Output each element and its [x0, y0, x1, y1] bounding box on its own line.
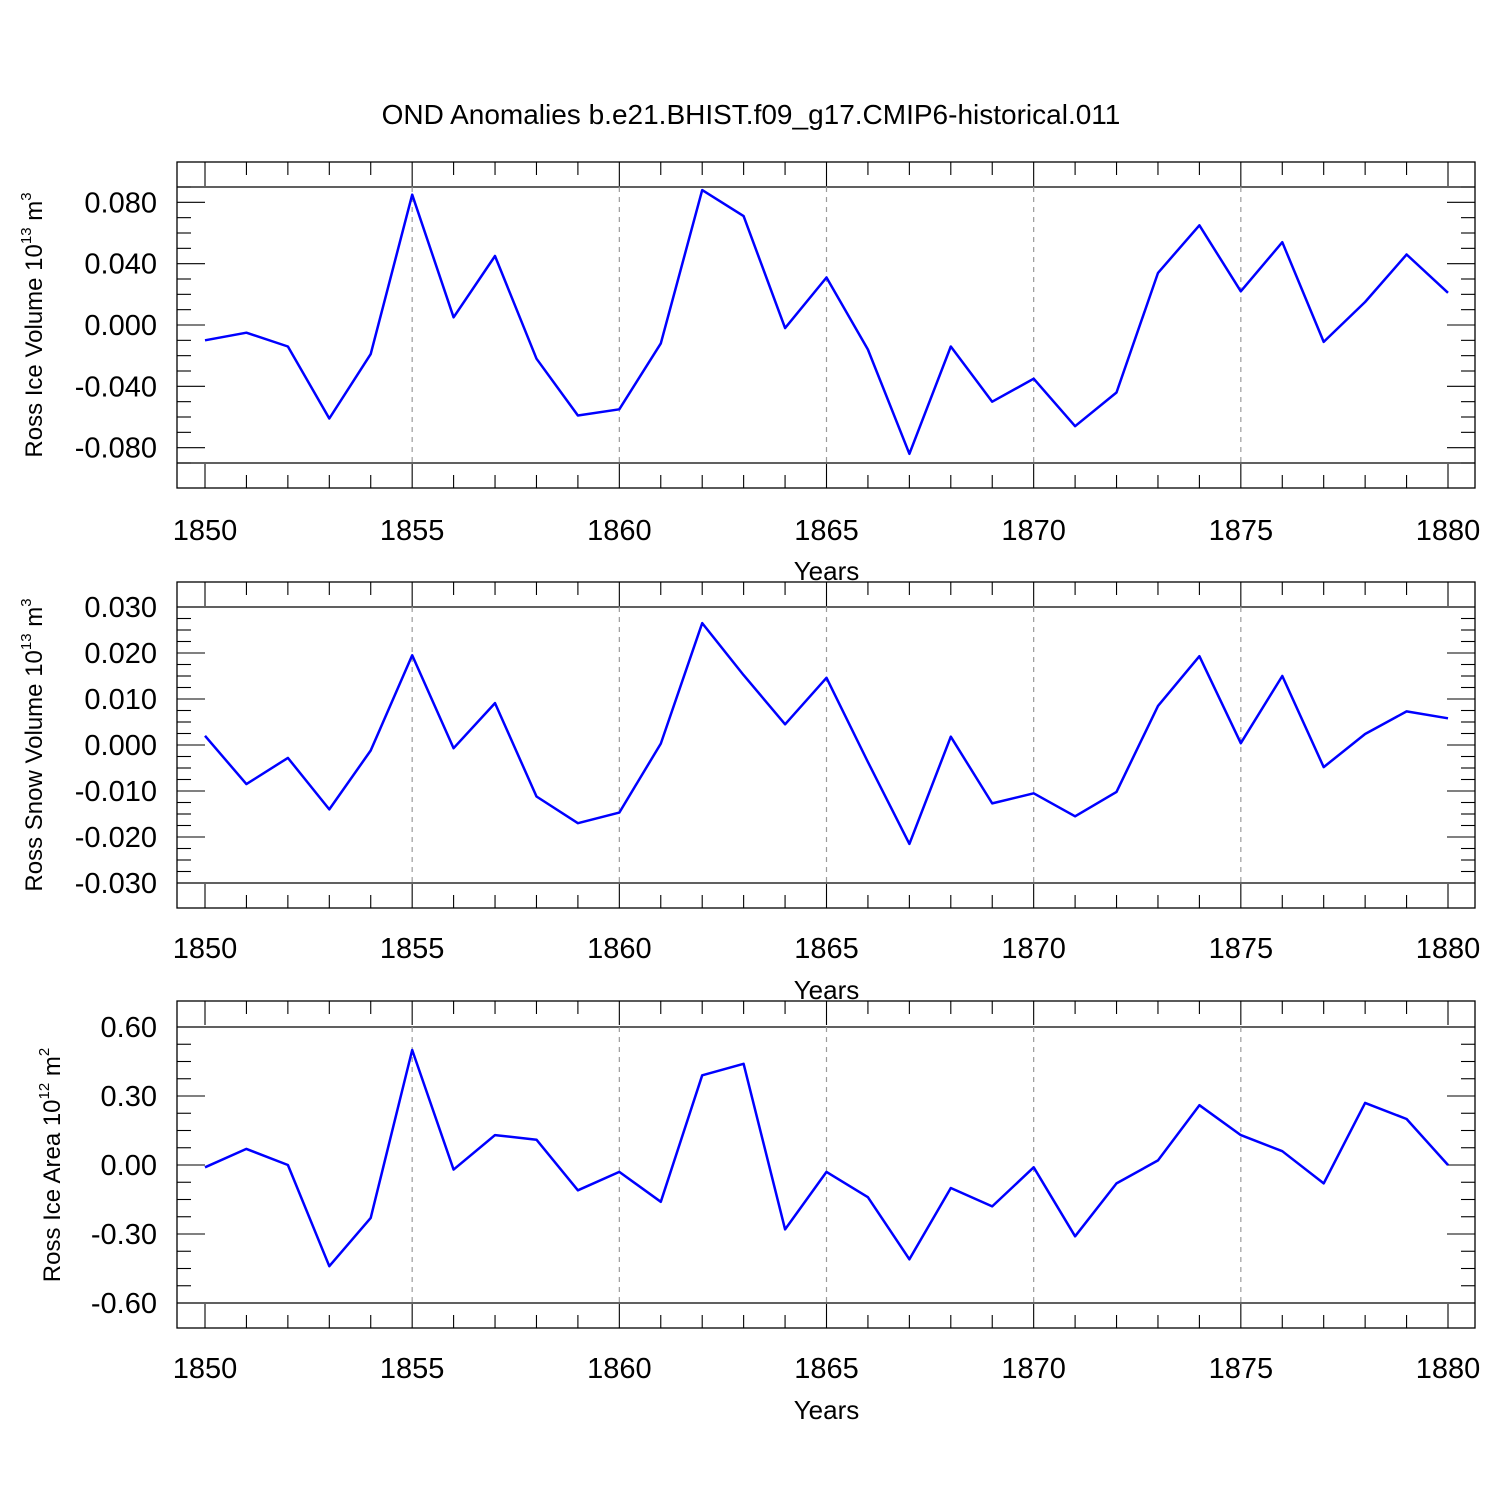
x-tick-label: 1850: [173, 515, 238, 547]
x-tick-label: 1870: [1001, 1353, 1066, 1385]
x-tick-label: 1880: [1416, 1353, 1481, 1385]
y-tick-label: 0.00: [101, 1150, 157, 1182]
x-tick-label: 1860: [587, 1353, 652, 1385]
y-tick-label: -0.60: [91, 1288, 157, 1320]
x-tick-label: 1870: [1001, 933, 1066, 965]
y-tick-label: 0.000: [84, 730, 157, 762]
x-tick-label: 1850: [173, 933, 238, 965]
chart-panels: -0.080 -0.040 0.000 0.040 0.080 1850 1855 1860 1…: [18, 161, 1481, 1425]
x-tick-label: 1860: [587, 933, 652, 965]
x-axis-title: Years: [794, 556, 860, 586]
chart-panel-2: -0.030 -0.020 -0.010 0.000 0.010 0.020 0.030 18…: [18, 581, 1481, 1005]
y-tick-label: -0.010: [75, 776, 157, 808]
y-axis-title: Ross Ice Area 1012 m2: [36, 1048, 66, 1282]
series-line: [204, 621, 1449, 846]
y-tick-label: 0.60: [101, 1012, 157, 1044]
x-tick-label: 1875: [1209, 933, 1274, 965]
y-tick-label: -0.080: [75, 433, 157, 465]
y-tick-label: -0.030: [75, 868, 157, 900]
x-tick-label: 1865: [794, 1353, 859, 1385]
series-line: [204, 1048, 1449, 1268]
x-tick-label: 1880: [1416, 933, 1481, 965]
x-axis-title: Years: [794, 1395, 860, 1425]
x-tick-label: 1880: [1416, 515, 1481, 547]
y-tick-label: -0.040: [75, 371, 157, 403]
x-tick-label: 1865: [794, 933, 859, 965]
x-tick-label: 1850: [173, 1353, 238, 1385]
x-tick-label: 1855: [380, 515, 445, 547]
chart-panel-3: -0.60 -0.30 0.00 0.30 0.60 1850 1855 1860 1865 18…: [36, 1000, 1481, 1425]
y-tick-label: 0.040: [84, 249, 157, 281]
y-tick-label: 0.000: [84, 310, 157, 342]
y-tick-label: 0.080: [84, 187, 157, 219]
y-axis-title: Ross Snow Volume 1013 m3: [18, 598, 48, 891]
y-tick-label: -0.30: [91, 1219, 157, 1251]
x-tick-label: 1855: [380, 933, 445, 965]
y-tick-label: 0.30: [101, 1081, 157, 1113]
x-tick-label: 1870: [1001, 515, 1066, 547]
y-axis-title: Ross Ice Volume 1013 m3: [18, 192, 48, 457]
series-line: [204, 188, 1449, 456]
y-tick-label: -0.020: [75, 822, 157, 854]
x-tick-label: 1860: [587, 515, 652, 547]
x-tick-label: 1865: [794, 515, 859, 547]
y-tick-label: 0.020: [84, 638, 157, 670]
chart-panel-1: -0.080 -0.040 0.000 0.040 0.080 1850 1855 1860 1…: [18, 161, 1481, 586]
x-tick-label: 1875: [1209, 515, 1274, 547]
x-tick-label: 1875: [1209, 1353, 1274, 1385]
x-tick-label: 1855: [380, 1353, 445, 1385]
y-tick-label: 0.010: [84, 684, 157, 716]
chart-title: OND Anomalies b.e21.BHIST.f09_g17.CMIP6-…: [382, 99, 1121, 130]
y-tick-label: 0.030: [84, 592, 157, 624]
x-axis-title: Years: [794, 975, 860, 1005]
